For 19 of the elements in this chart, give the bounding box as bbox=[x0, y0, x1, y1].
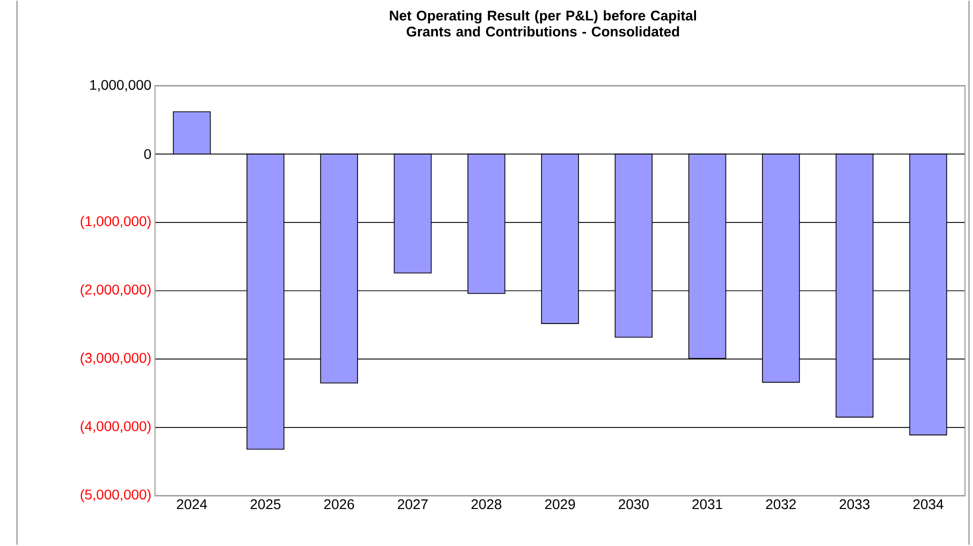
y-tick-label: (1,000,000) bbox=[80, 216, 151, 230]
y-tick-label: (2,000,000) bbox=[80, 284, 151, 298]
x-tick-label: 2024 bbox=[176, 500, 207, 510]
y-tick-label: (4,000,000) bbox=[80, 421, 151, 434]
x-tick-label: 2034 bbox=[913, 500, 944, 510]
x-tick-label: 2030 bbox=[618, 500, 649, 510]
x-tick-label: 2027 bbox=[398, 500, 428, 510]
x-tick-label: 2026 bbox=[324, 500, 354, 510]
y-tick-label: (5,000,000) bbox=[80, 489, 151, 503]
chart-title: Net Operating Result (per P&L) before Capital Grants and Contributions - Consolidated bbox=[390, 10, 696, 37]
x-tick-label: 2029 bbox=[545, 500, 575, 510]
x-tick-label: 2025 bbox=[250, 500, 280, 510]
x-tick-label: 2028 bbox=[472, 500, 502, 510]
y-tick-label: (3,000,000) bbox=[80, 352, 151, 366]
x-tick-label: 2031 bbox=[692, 500, 722, 510]
y-tick-label: 0 bbox=[144, 149, 151, 160]
x-tick-label: 2033 bbox=[840, 500, 870, 510]
x-tick-label: 2032 bbox=[766, 500, 796, 510]
y-tick-label: 1,000,000 bbox=[90, 80, 151, 92]
